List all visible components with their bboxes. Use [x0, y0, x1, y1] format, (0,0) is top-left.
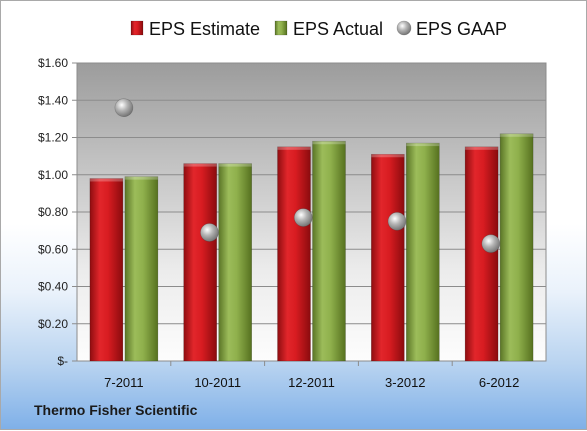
bar-highlight: [312, 141, 346, 145]
legend-label: EPS GAAP: [416, 19, 507, 39]
bar-highlight: [218, 163, 252, 167]
y-tick-label: $1.20: [38, 131, 68, 145]
bar: [277, 146, 311, 362]
legend-label: EPS Estimate: [149, 19, 260, 39]
bar: [405, 142, 440, 362]
y-tick-label: $1.00: [38, 168, 68, 182]
y-tick-label: $0.40: [38, 280, 68, 294]
x-tick-label: 10-2011: [194, 375, 241, 390]
bar-highlight: [124, 176, 158, 180]
y-tick-label: $-: [57, 354, 68, 368]
x-tick-label: 3-2012: [385, 375, 425, 390]
x-tick-label: 6-2012: [479, 375, 519, 390]
bar: [370, 153, 405, 362]
legend-swatch: [274, 20, 288, 36]
legend-label: EPS Actual: [293, 19, 383, 39]
bar-highlight: [89, 178, 123, 182]
legend-swatch: [396, 20, 412, 36]
bar-highlight: [500, 133, 534, 137]
legend-swatch: [130, 20, 144, 36]
gaap-point: [293, 208, 313, 227]
y-tick-label: $0.60: [38, 242, 68, 256]
bar: [499, 133, 534, 362]
gaap-point: [387, 212, 407, 231]
gaap-point: [200, 223, 219, 242]
x-tick-label: 7-2011: [104, 375, 144, 390]
gaap-point: [114, 98, 134, 117]
bar: [124, 176, 159, 362]
y-tick-label: $0.20: [38, 317, 68, 331]
bar-highlight: [371, 154, 405, 158]
gaap-point: [481, 234, 501, 253]
x-tick-label: 12-2011: [288, 375, 335, 390]
bar: [312, 140, 346, 362]
bar-highlight: [277, 146, 311, 150]
bar-highlight: [406, 143, 440, 147]
bar: [183, 163, 217, 362]
company-name: Thermo Fisher Scientific: [34, 402, 198, 418]
bar: [89, 178, 124, 362]
bar-highlight: [183, 163, 217, 167]
bar: [464, 146, 499, 362]
y-tick-label: $0.80: [38, 205, 68, 219]
y-tick-label: $1.60: [38, 56, 68, 70]
bar-highlight: [465, 146, 499, 150]
y-tick-label: $1.40: [38, 93, 68, 107]
bar: [218, 163, 252, 362]
